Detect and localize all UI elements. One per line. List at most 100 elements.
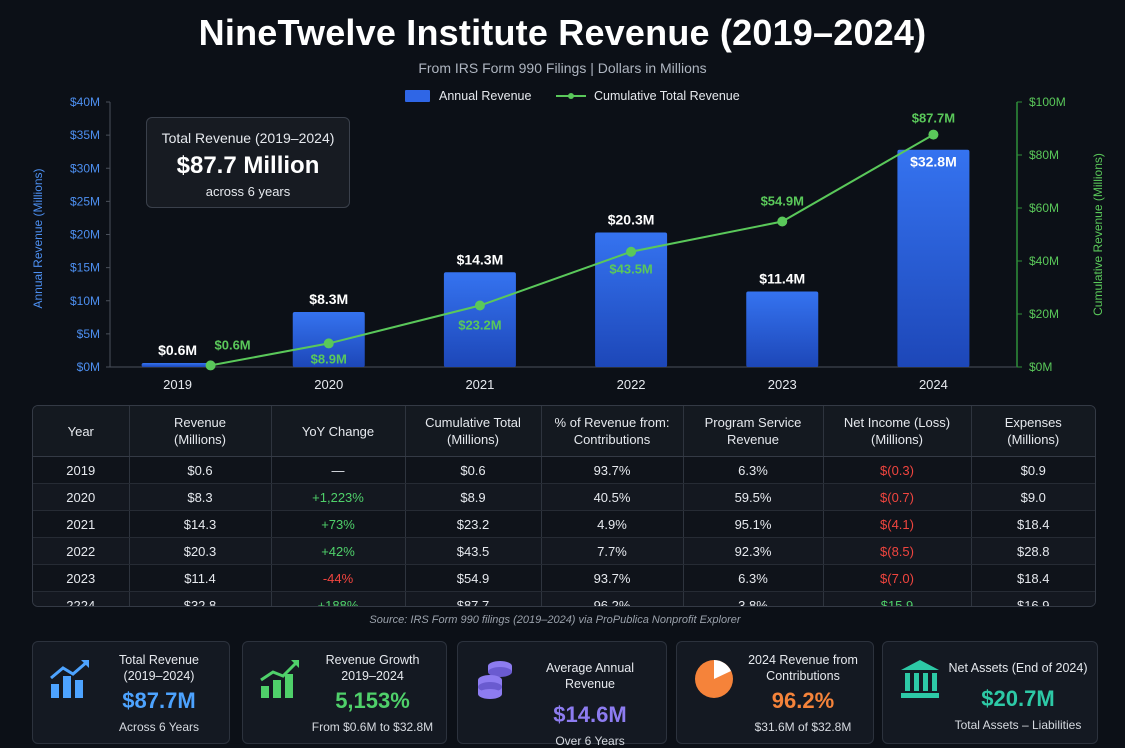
- table-cell: $18.4: [971, 510, 1095, 538]
- table-header-line: Program Service: [704, 415, 802, 430]
- bar-value-label: $8.3M: [309, 291, 348, 307]
- cumulative-value-label: $0.6M: [215, 337, 251, 352]
- bar-value-label: $14.3M: [457, 251, 504, 267]
- table-header-line: Revenue: [173, 415, 227, 430]
- bar-2019: [141, 363, 214, 367]
- table-cell: $0.6: [405, 456, 542, 484]
- table-cell: 2023: [33, 564, 130, 592]
- stat-card-value: $14.6M: [553, 702, 627, 727]
- cumulative-point-2021: [474, 300, 485, 311]
- stat-card-sub: $31.6M of $32.8M: [754, 720, 852, 734]
- table-cell: $0.6: [129, 456, 272, 484]
- table-cell: 2224: [33, 591, 130, 606]
- table-cell: 2020: [33, 483, 130, 511]
- x-tick-label: 2024: [919, 377, 948, 392]
- table-header: Year: [33, 406, 130, 457]
- table-cell: $18.4: [971, 564, 1095, 592]
- table-header-line: (Millions): [447, 432, 499, 447]
- stat-card-text: Revenue Growth 2019–2024 5,153% From $0.6M…: [305, 652, 440, 734]
- table-cell: $11.4: [129, 564, 272, 592]
- stat-card-label: 2024 Revenue from Contributions: [748, 653, 858, 683]
- cumulative-point-2020: [323, 338, 334, 349]
- cumulative-point-2019: [205, 360, 216, 371]
- table-cell: 93.7%: [541, 456, 684, 484]
- table-cell: 3.8%: [683, 591, 824, 606]
- table-row: 2020 $8.3 +1,223% $8.9 40.5% 59.5% $(0.7) $9.0: [33, 483, 1095, 511]
- summary-sub: across 6 years: [205, 184, 291, 199]
- table-cell: 93.7%: [541, 564, 684, 592]
- table-cell: $54.9: [405, 564, 542, 592]
- table-header-line: Contributions: [573, 432, 651, 447]
- x-tick-label: 2023: [768, 377, 797, 392]
- stat-card: 2024 Revenue from Contributions 96.2% $31.…: [676, 641, 874, 744]
- y-tick-label: $15M: [70, 261, 100, 275]
- cumulative-point-2023: [777, 216, 788, 227]
- table-cell: 6.3%: [683, 456, 824, 484]
- table-cell: $(0.3): [823, 456, 972, 484]
- stat-card-text: 2024 Revenue from Contributions 96.2% $31.…: [739, 652, 867, 734]
- table-cell: 2019: [33, 456, 130, 484]
- table-cell: +42%: [271, 537, 406, 565]
- table-header: YoY Change: [271, 406, 406, 457]
- stat-card-value: 5,153%: [335, 688, 410, 713]
- stat-card-label: Average Annual Revenue: [545, 661, 635, 691]
- table-cell: 2022: [33, 537, 130, 565]
- x-tick-label: 2020: [314, 377, 343, 392]
- y-axis-title: Annual Revenue (Millions): [31, 168, 45, 308]
- table-cell: $0.9: [971, 456, 1095, 484]
- table-cell: 40.5%: [541, 483, 684, 511]
- page-title: NineTwelve Institute Revenue (2019–2024): [198, 12, 927, 53]
- total-revenue-summary-box: Total Revenue (2019–2024) $87.7 Million …: [146, 117, 350, 208]
- table-cell: $16.9: [971, 591, 1095, 606]
- table-cell: 96.2%: [541, 591, 684, 606]
- table-header: Cumulative Total (Millions): [405, 406, 542, 457]
- table-cell: —: [271, 456, 406, 484]
- y2-tick-label: $20M: [1029, 307, 1059, 321]
- table-cell: 4.9%: [541, 510, 684, 538]
- cumulative-point-2022: [626, 246, 637, 257]
- table-cell: 7.7%: [541, 537, 684, 565]
- stat-card-text: Total Revenue (2019–2024) $87.7M Across 6 …: [95, 652, 223, 734]
- table-row: 2224 $32.8 +188% $87.7 96.2% 3.8% $15.9 $16.9: [33, 591, 1095, 606]
- legend-line-label: Cumulative Total Revenue: [594, 89, 740, 103]
- table-cell: +73%: [271, 510, 406, 538]
- stat-card: Total Revenue (2019–2024) $87.7M Across 6 …: [32, 641, 230, 744]
- y-tick-label: $25M: [70, 194, 100, 208]
- y-tick-label: $35M: [70, 128, 100, 142]
- cumulative-point-2024: [928, 129, 939, 140]
- stat-card-sub: Over 6 Years: [555, 734, 625, 748]
- table-cell: $28.8: [971, 537, 1095, 565]
- table-cell: $32.8: [129, 591, 272, 606]
- revenue-chart: $0M $5M $10M $15M $20M $25M $30M $35M $40M $0M $20…: [31, 89, 1105, 392]
- source-note: Source: IRS Form 990 filings (2019–2024)…: [369, 614, 741, 626]
- table-header-line: Cumulative Total: [425, 415, 521, 430]
- summary-label: Total Revenue (2019–2024): [161, 130, 335, 146]
- bar-chart-up-icon: [47, 656, 93, 707]
- x-tick-label: 2019: [163, 377, 192, 392]
- legend-line-marker: [568, 93, 574, 99]
- table-cell: $23.2: [405, 510, 542, 538]
- bar-value-label: $32.8M: [910, 154, 957, 170]
- summary-value: $87.7 Million: [176, 152, 320, 179]
- bar-value-label: $20.3M: [608, 212, 655, 228]
- stat-card-text: Net Assets (End of 2024) $20.7M Total Asse…: [945, 652, 1091, 732]
- bar-2022: [595, 232, 668, 367]
- bar-value-label: $0.6M: [158, 342, 197, 358]
- table-row: 2021 $14.3 +73% $23.2 4.9% 95.1% $(4.1) $18.4: [33, 510, 1095, 538]
- growth-chart-icon: [257, 656, 303, 707]
- stat-card: Average Annual Revenue $14.6M Over 6 Years: [457, 641, 667, 748]
- bar-2021: [443, 272, 516, 367]
- y2-tick-label: $0M: [1029, 360, 1052, 374]
- stat-card-sub: Total Assets – Liabilities: [954, 718, 1082, 732]
- table-cell: $(7.0): [823, 564, 972, 592]
- table-header-line: (Millions): [1007, 432, 1060, 447]
- y2-tick-label: $40M: [1029, 254, 1059, 268]
- page-subtitle: From IRS Form 990 Filings | Dollars in M…: [418, 60, 707, 76]
- table-cell: $(8.5): [823, 537, 972, 565]
- x-tick-label: 2022: [617, 377, 646, 392]
- y-tick-label: $10M: [70, 294, 100, 308]
- y-tick-label: $30M: [70, 161, 100, 175]
- table-header: Program Service Revenue: [683, 406, 824, 457]
- cumulative-value-label: $54.9M: [761, 194, 804, 209]
- table-cell: 6.3%: [683, 564, 824, 592]
